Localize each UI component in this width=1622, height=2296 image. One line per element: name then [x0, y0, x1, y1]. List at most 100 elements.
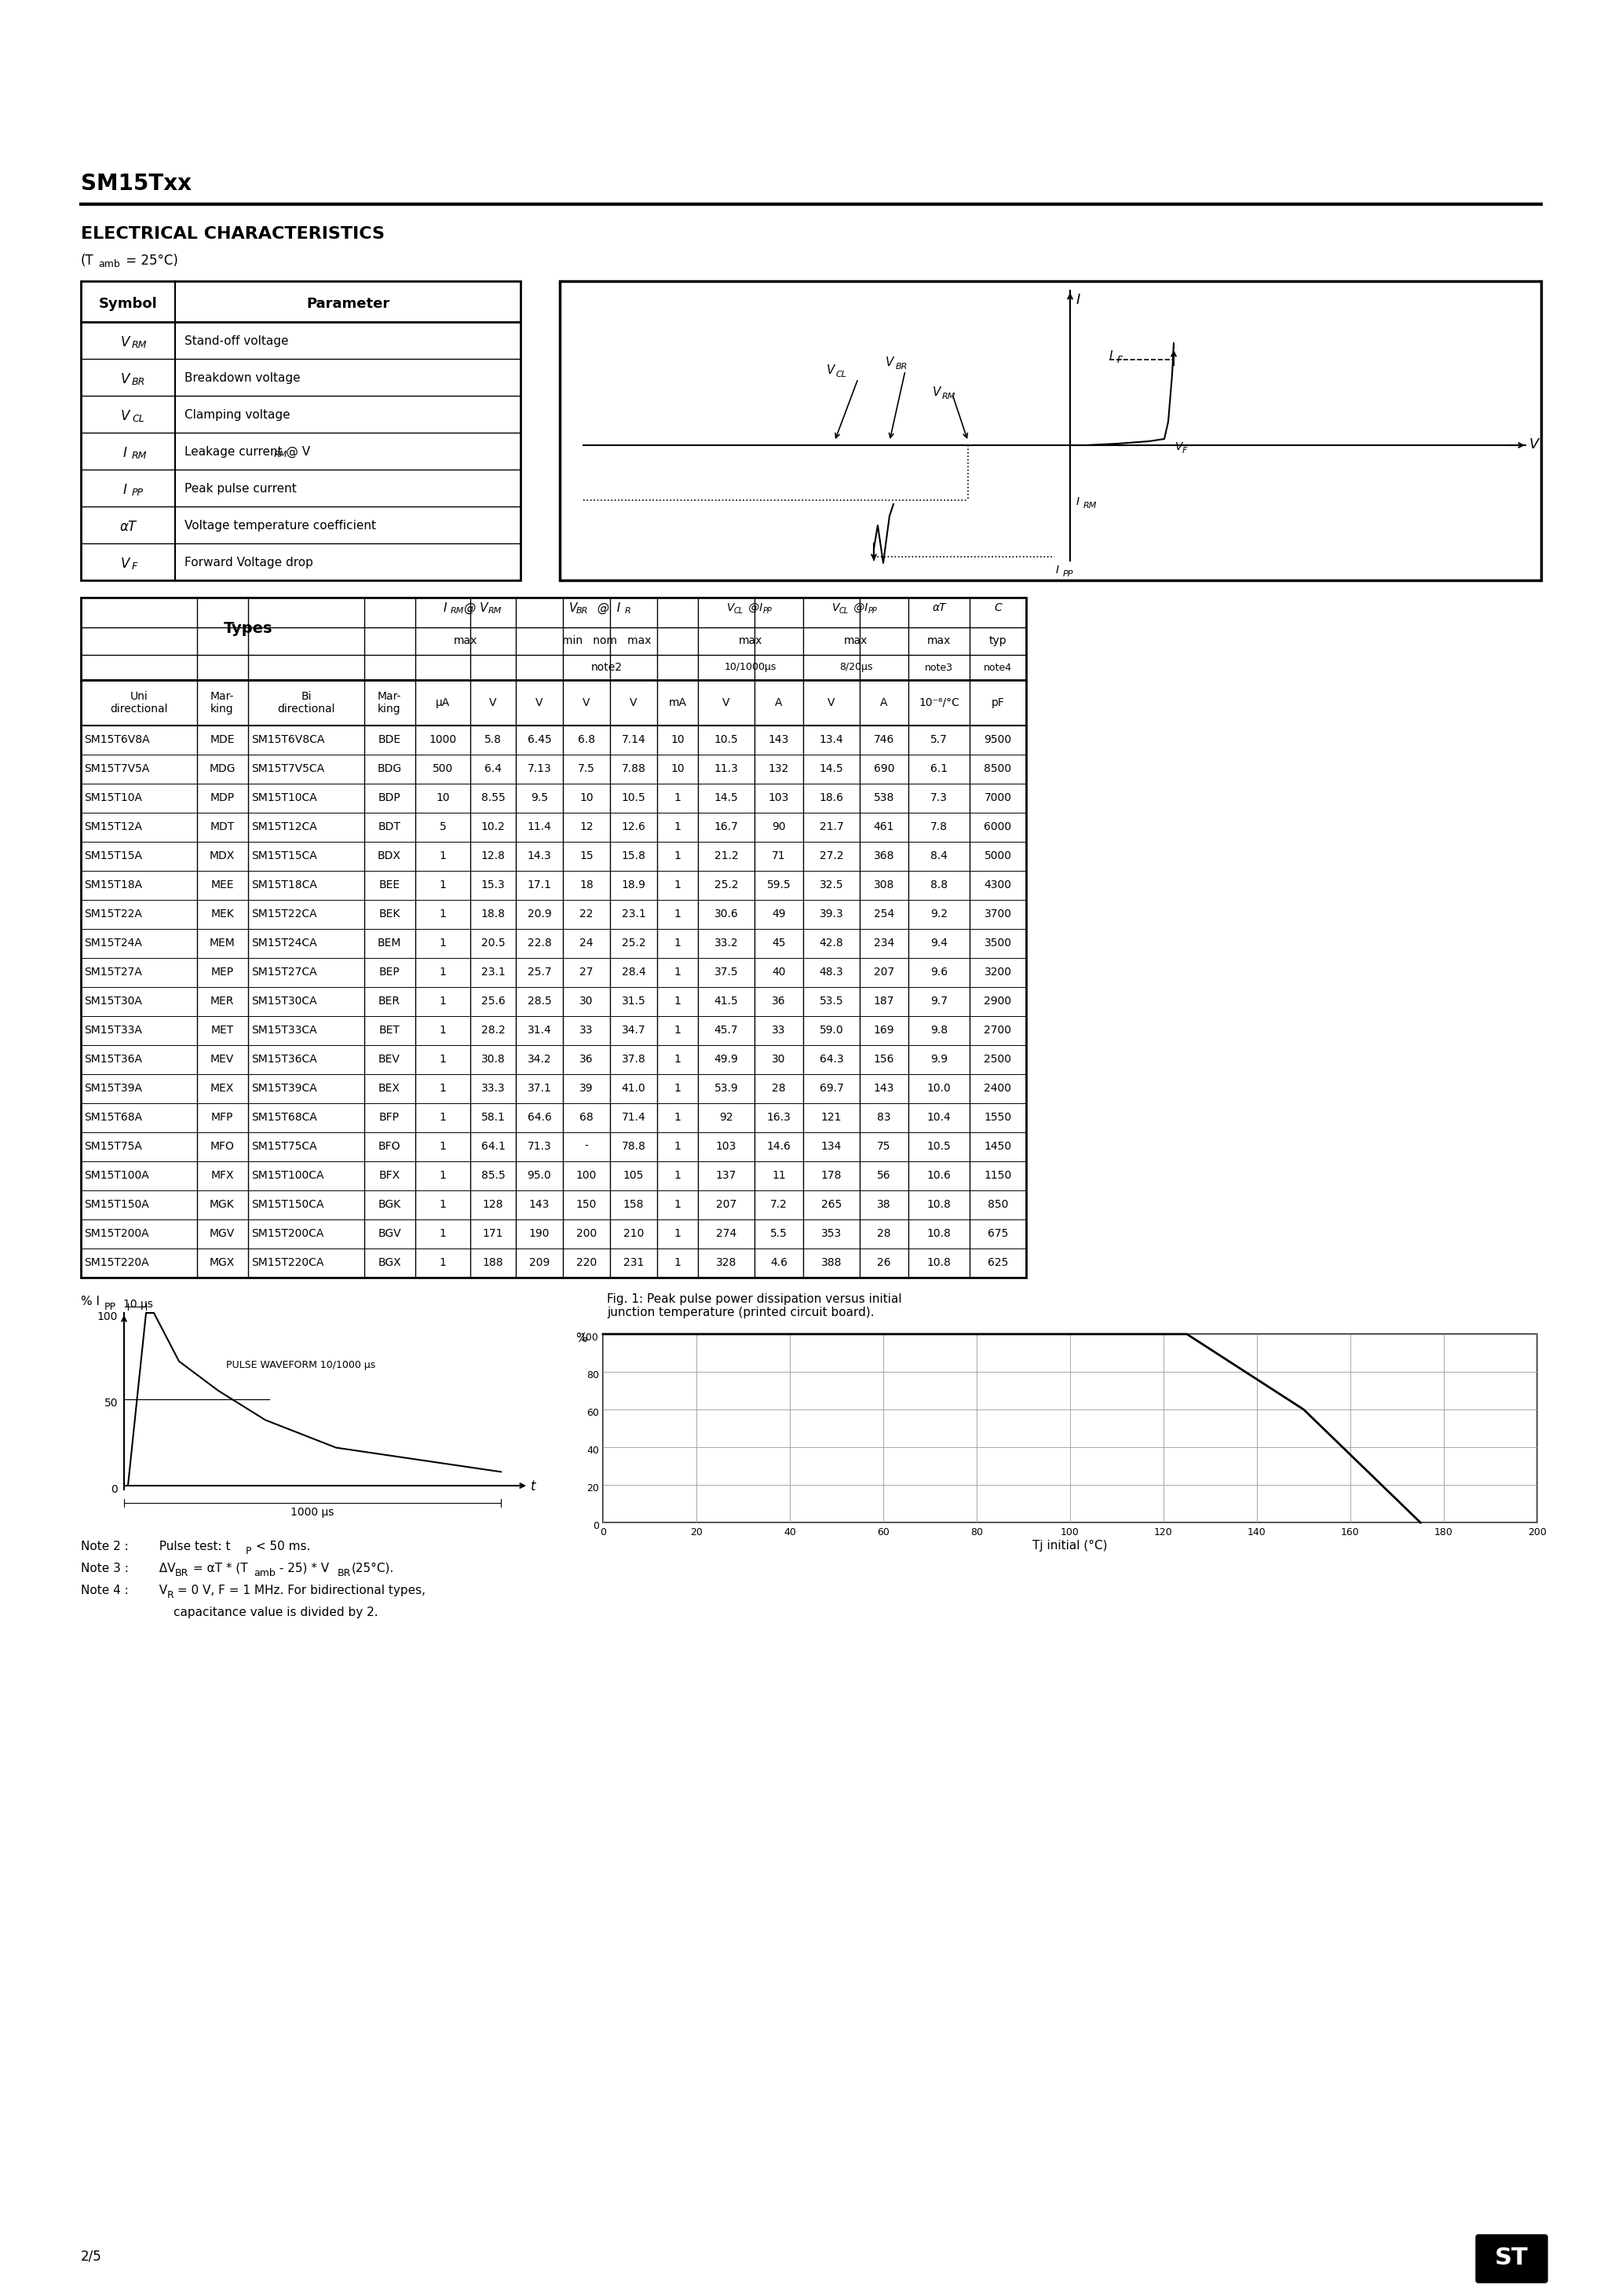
Text: 850: 850 [988, 1199, 1009, 1210]
Text: 16.3: 16.3 [767, 1111, 792, 1123]
Text: typ: typ [989, 636, 1007, 645]
Bar [560, 280, 1541, 581]
Text: Fig. 1: Peak pulse power dissipation versus initial
junction temperature (printe: Fig. 1: Peak pulse power dissipation ver… [607, 1293, 902, 1318]
Text: 23.1: 23.1 [621, 909, 646, 918]
Text: MGK: MGK [209, 1199, 235, 1210]
Text: 1: 1 [675, 1258, 681, 1267]
Text: V: V [120, 335, 130, 349]
Text: 8.55: 8.55 [482, 792, 504, 804]
Text: SM15T24CA: SM15T24CA [251, 937, 316, 948]
Text: 10⁻⁶/°C: 10⁻⁶/°C [918, 698, 959, 707]
Text: V: V [629, 698, 637, 707]
Text: BEM: BEM [378, 937, 401, 948]
Text: 78.8: 78.8 [621, 1141, 646, 1153]
Text: 10.8: 10.8 [926, 1199, 950, 1210]
Text: 2400: 2400 [985, 1084, 1012, 1093]
Text: C: C [994, 602, 1002, 613]
Text: SM15Txx: SM15Txx [81, 172, 191, 195]
Text: BR: BR [131, 377, 146, 388]
Text: 30: 30 [772, 1054, 785, 1065]
Text: 20.9: 20.9 [527, 909, 551, 918]
Text: SM15T6V8A: SM15T6V8A [84, 735, 149, 746]
Text: 1: 1 [675, 996, 681, 1006]
Text: SM15T75CA: SM15T75CA [251, 1141, 316, 1153]
Text: 80: 80 [970, 1527, 983, 1538]
Text: I: I [123, 445, 127, 459]
Text: PP: PP [1062, 569, 1074, 579]
Text: 103: 103 [769, 792, 790, 804]
Text: 11: 11 [772, 1171, 785, 1180]
Text: 38: 38 [878, 1199, 890, 1210]
Text: Voltage temperature coefficient: Voltage temperature coefficient [185, 519, 376, 533]
Text: SM15T200A: SM15T200A [84, 1228, 149, 1240]
Text: 10.0: 10.0 [926, 1084, 950, 1093]
Text: BR: BR [175, 1568, 188, 1577]
Text: 71: 71 [772, 850, 785, 861]
Text: V: V [569, 602, 577, 613]
Text: 40: 40 [772, 967, 785, 978]
Text: 0: 0 [600, 1527, 607, 1538]
Text: 21.7: 21.7 [819, 822, 843, 833]
Text: 1: 1 [440, 1228, 446, 1240]
Text: R: R [624, 606, 631, 615]
Text: RM: RM [942, 393, 955, 400]
Text: BEE: BEE [380, 879, 401, 891]
Text: 53.9: 53.9 [714, 1084, 738, 1093]
Text: 34.7: 34.7 [621, 1024, 646, 1035]
Text: 53.5: 53.5 [819, 996, 843, 1006]
Text: 5.7: 5.7 [931, 735, 947, 746]
Text: 18.8: 18.8 [480, 909, 504, 918]
Text: BR: BR [895, 363, 908, 370]
Text: 207: 207 [715, 1199, 736, 1210]
Text: Peak pulse current: Peak pulse current [185, 482, 297, 494]
Text: MEK: MEK [211, 909, 234, 918]
Text: SM15T10CA: SM15T10CA [251, 792, 316, 804]
Text: 59.5: 59.5 [767, 879, 792, 891]
Text: BDG: BDG [378, 762, 402, 774]
Text: BEK: BEK [378, 909, 401, 918]
Text: SM15T36A: SM15T36A [84, 1054, 143, 1065]
Text: 2900: 2900 [985, 996, 1012, 1006]
Text: BDE: BDE [378, 735, 401, 746]
Text: I: I [123, 482, 127, 496]
Text: 75: 75 [878, 1141, 890, 1153]
Text: 3500: 3500 [985, 937, 1012, 948]
Text: 11.3: 11.3 [714, 762, 738, 774]
Text: 187: 187 [874, 996, 894, 1006]
Text: 3200: 3200 [985, 967, 1012, 978]
Text: F: F [131, 563, 138, 572]
Text: 32.5: 32.5 [819, 879, 843, 891]
Text: 6.8: 6.8 [577, 735, 595, 746]
Text: Pulse test: t: Pulse test: t [151, 1541, 230, 1552]
Text: 1: 1 [675, 1084, 681, 1093]
Text: 160: 160 [1341, 1527, 1359, 1538]
Text: 34.2: 34.2 [527, 1054, 551, 1065]
Text: SM15T150A: SM15T150A [84, 1199, 149, 1210]
Text: 1: 1 [675, 850, 681, 861]
Text: = αT * (T: = αT * (T [190, 1564, 248, 1575]
Text: SM15T18CA: SM15T18CA [251, 879, 316, 891]
Text: max: max [843, 636, 868, 645]
Text: 2700: 2700 [985, 1024, 1012, 1035]
Text: CL: CL [839, 606, 848, 615]
Text: 1000 μs: 1000 μs [290, 1506, 334, 1518]
Text: Bi
directional: Bi directional [277, 691, 336, 714]
Text: 8.8: 8.8 [931, 879, 947, 891]
Text: SM15T39A: SM15T39A [84, 1084, 143, 1093]
Text: min   nom   max: min nom max [563, 636, 652, 645]
Text: 1: 1 [675, 967, 681, 978]
Text: 156: 156 [874, 1054, 894, 1065]
Text: 17.1: 17.1 [527, 879, 551, 891]
Text: 31.5: 31.5 [621, 996, 646, 1006]
Text: 40: 40 [783, 1527, 796, 1538]
Text: 188: 188 [483, 1258, 503, 1267]
Text: PP: PP [762, 606, 772, 615]
Text: 143: 143 [874, 1084, 894, 1093]
Text: 2500: 2500 [985, 1054, 1012, 1065]
Text: 30.8: 30.8 [482, 1054, 504, 1065]
Text: 308: 308 [874, 879, 894, 891]
Text: 45: 45 [772, 937, 785, 948]
Text: μA: μA [436, 698, 449, 707]
Text: 0: 0 [592, 1520, 599, 1531]
Text: 28.4: 28.4 [621, 967, 646, 978]
